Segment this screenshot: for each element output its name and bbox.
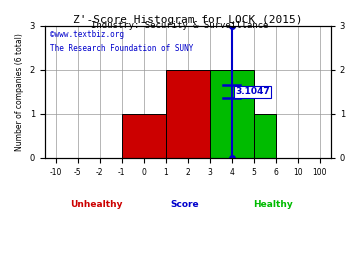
Y-axis label: Number of companies (6 total): Number of companies (6 total)	[15, 33, 24, 151]
Text: The Research Foundation of SUNY: The Research Foundation of SUNY	[50, 44, 194, 53]
Text: Unhealthy: Unhealthy	[70, 200, 122, 209]
Bar	[253, 114, 276, 158]
Text: Healthy: Healthy	[253, 200, 293, 209]
Title: Z'-Score Histogram for LOCK (2015): Z'-Score Histogram for LOCK (2015)	[73, 15, 302, 25]
Text: 3.1047: 3.1047	[235, 87, 270, 96]
Text: Industry: Security & Surveillance: Industry: Security & Surveillance	[91, 21, 269, 30]
Text: ©www.textbiz.org: ©www.textbiz.org	[50, 30, 124, 39]
Bar	[122, 114, 166, 158]
Bar	[166, 70, 210, 158]
Bar	[210, 70, 253, 158]
Text: Score: Score	[170, 200, 199, 209]
